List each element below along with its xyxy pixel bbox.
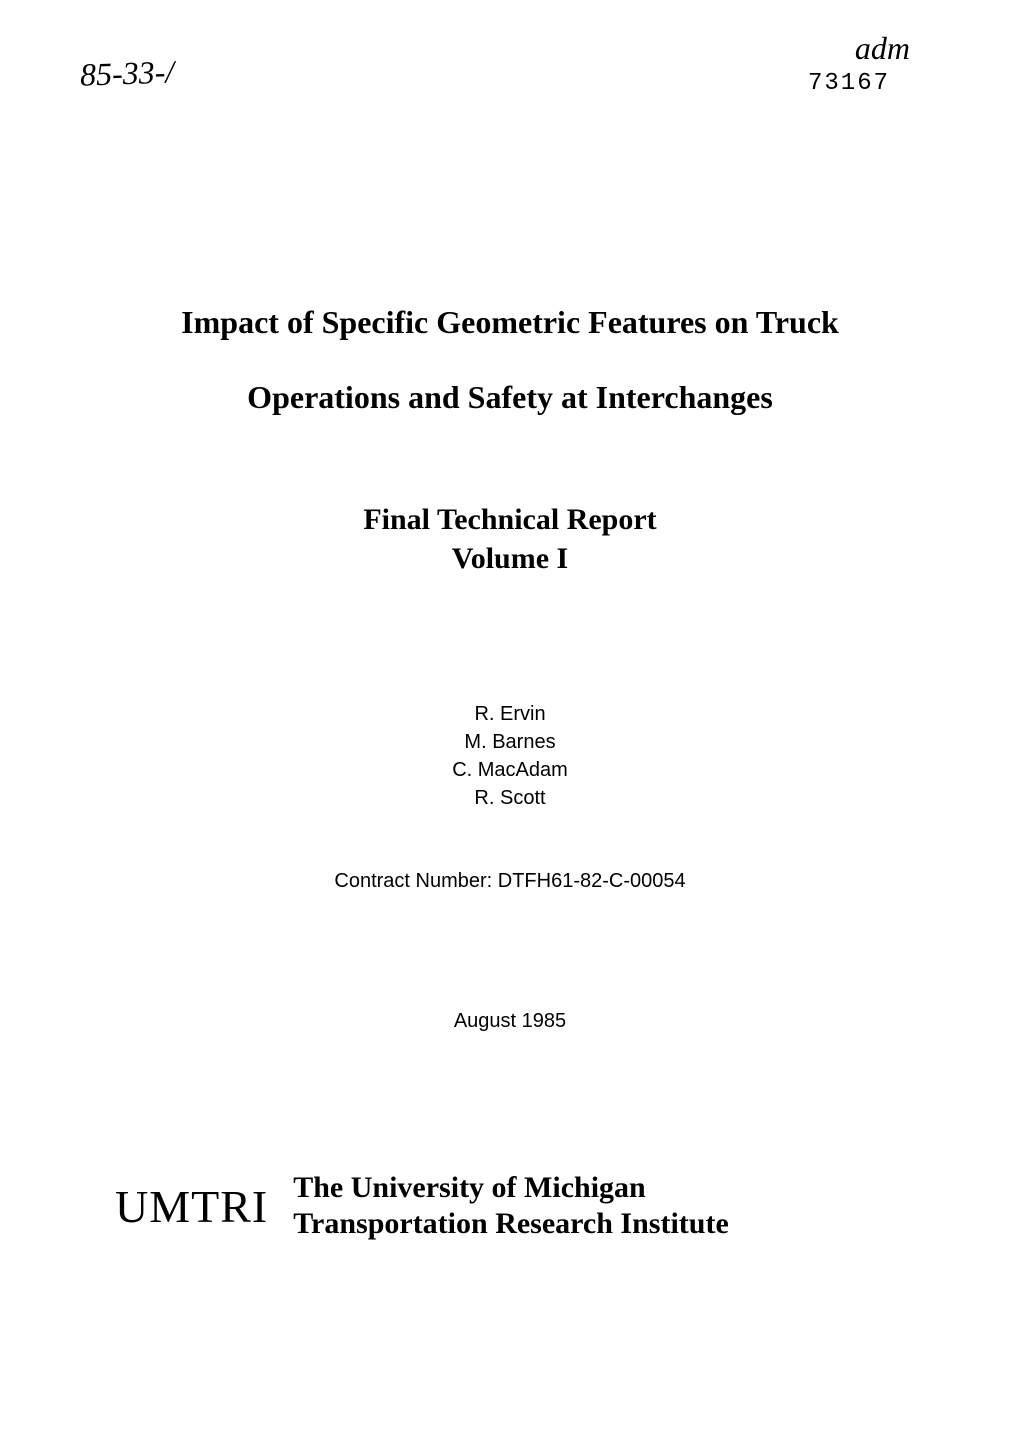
footer-block: UMTRI The University of Michigan Transpo… xyxy=(115,1170,960,1242)
title-line-1: Impact of Specific Geometric Features on… xyxy=(0,300,1020,345)
author-2: M. Barnes xyxy=(0,728,1020,756)
handwritten-note-right-top: adm xyxy=(855,30,910,67)
institution-line-2: Transportation Research Institute xyxy=(293,1206,729,1242)
contract-block: Contract Number: DTFH61-82-C-00054 xyxy=(0,870,1020,893)
handwritten-note-right-bottom: 73167 xyxy=(808,70,890,97)
subtitle-block: Final Technical Report Volume I xyxy=(0,500,1020,578)
author-3: C. MacAdam xyxy=(0,756,1020,784)
title-block: Impact of Specific Geometric Features on… xyxy=(0,300,1020,450)
institution-name-block: The University of Michigan Transportatio… xyxy=(293,1170,729,1242)
contract-number: Contract Number: DTFH61-82-C-00054 xyxy=(0,870,1020,893)
institution-logo: UMTRI xyxy=(115,1180,268,1233)
authors-block: R. Ervin M. Barnes C. MacAdam R. Scott xyxy=(0,700,1020,812)
institution-line-1: The University of Michigan xyxy=(293,1170,729,1206)
title-line-2: Operations and Safety at Interchanges xyxy=(0,375,1020,420)
date-block: August 1985 xyxy=(0,1010,1020,1033)
handwritten-note-left: 85-33-/ xyxy=(79,53,174,93)
publication-date: August 1985 xyxy=(0,1010,1020,1033)
author-4: R. Scott xyxy=(0,784,1020,812)
author-1: R. Ervin xyxy=(0,700,1020,728)
subtitle-line-2: Volume I xyxy=(0,539,1020,578)
subtitle-line-1: Final Technical Report xyxy=(0,500,1020,539)
